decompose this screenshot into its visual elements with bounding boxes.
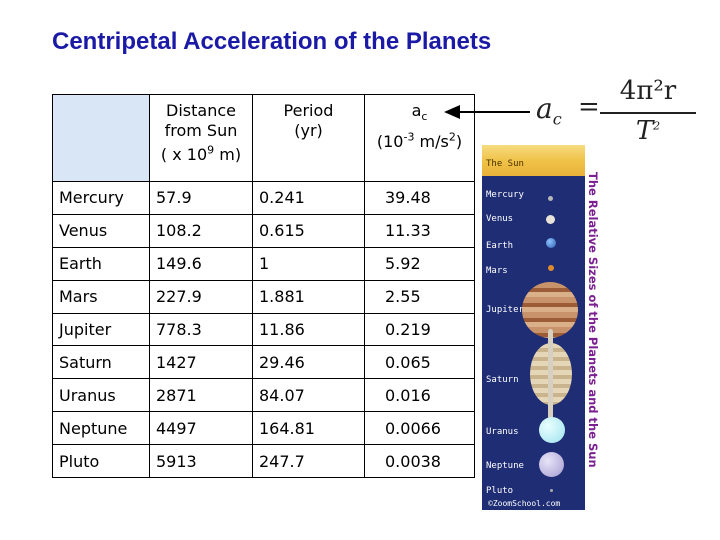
planet-cell: Venus <box>52 213 150 248</box>
planet-cell: Pluto <box>52 444 150 479</box>
earth-icon <box>546 238 556 248</box>
header-period-unit: (yr) <box>294 121 323 140</box>
planet-cell: Jupiter <box>52 312 150 347</box>
distance-cell: 778.3 <box>149 312 253 347</box>
acceleration-cell: 0.219 <box>364 312 475 347</box>
planet-label: Uranus <box>486 427 519 437</box>
period-cell: 1.881 <box>252 279 365 314</box>
acceleration-cell: 39.48 <box>364 181 475 215</box>
neptune-icon <box>539 452 564 477</box>
planet-cell: Uranus <box>52 378 150 413</box>
planet-cell: Earth <box>52 246 150 281</box>
pluto-icon <box>550 489 553 492</box>
header-period-label: Period <box>283 101 334 120</box>
acceleration-cell: 0.065 <box>364 345 475 380</box>
header-distance: Distance from Sun ( x 109 m) <box>149 94 253 182</box>
header-distance-unit: ( x 109 m) <box>160 144 242 165</box>
table-row: Mars 227.9 1.881 2.55 <box>52 279 475 314</box>
acceleration-cell: 0.016 <box>364 378 475 413</box>
period-cell: 0.615 <box>252 213 365 248</box>
distance-cell: 227.9 <box>149 279 253 314</box>
period-cell: 84.07 <box>252 378 365 413</box>
table-row: Jupiter 778.3 11.86 0.219 <box>52 312 475 347</box>
formula-equals: = <box>578 92 600 122</box>
formula-denominator: T2 <box>635 116 661 146</box>
table-row: Venus 108.2 0.615 11.33 <box>52 213 475 248</box>
planet-label: Saturn <box>486 375 519 385</box>
period-cell: 247.7 <box>252 444 365 479</box>
period-cell: 164.81 <box>252 411 365 446</box>
table-row: Earth 149.6 1 5.92 <box>52 246 475 281</box>
period-cell: 1 <box>252 246 365 281</box>
image-caption: The Relative Sizes of the Planets and th… <box>586 172 606 468</box>
distance-cell: 2871 <box>149 378 253 413</box>
planet-table: Distance from Sun ( x 109 m) Period (yr)… <box>52 94 475 479</box>
distance-cell: 108.2 <box>149 213 253 248</box>
planet-label: Mercury <box>486 190 524 200</box>
mars-icon <box>548 265 554 271</box>
table-row: Neptune 4497 164.81 0.0066 <box>52 411 475 446</box>
venus-icon <box>546 215 555 224</box>
acceleration-cell: 0.0066 <box>364 411 475 446</box>
planet-cell: Saturn <box>52 345 150 380</box>
formula-lhs: ac <box>536 92 562 129</box>
planet-label: Venus <box>486 214 514 224</box>
planet-label: Pluto <box>486 486 514 496</box>
image-credit: ©ZoomSchool.com <box>488 499 561 508</box>
table-body: Mercury 57.9 0.241 39.48 Venus 108.2 0.615 11.3… <box>52 181 475 479</box>
arrow-icon <box>444 105 530 119</box>
distance-cell: 57.9 <box>149 181 253 215</box>
formula-numerator: 4π²r <box>619 76 677 106</box>
acceleration-cell: 0.0038 <box>364 444 475 479</box>
header-accel-label: ac <box>411 101 428 124</box>
formula-fraction-bar <box>600 112 696 114</box>
table-row: Mercury 57.9 0.241 39.48 <box>52 181 475 215</box>
uranus-icon <box>539 417 565 443</box>
sun-icon: The Sun <box>482 145 585 176</box>
planet-sizes-image: The Sun Mercury Venus Earth Mars Jupiter Satu… <box>482 145 585 510</box>
period-cell: 11.86 <box>252 312 365 347</box>
header-distance-label: Distance from Sun <box>164 101 238 140</box>
planet-label: Mars <box>486 266 508 276</box>
planet-cell: Mars <box>52 279 150 314</box>
mercury-icon <box>548 196 553 201</box>
header-period: Period (yr) <box>252 94 365 182</box>
table-row: Uranus 2871 84.07 0.016 <box>52 378 475 413</box>
distance-cell: 5913 <box>149 444 253 479</box>
page-title: Centripetal Acceleration of the Planets <box>52 28 492 55</box>
header-accel-unit: (10-3 m/s2) <box>376 130 463 151</box>
planet-label: Neptune <box>486 461 524 471</box>
image-caption-text: The Relative Sizes of the Planets and th… <box>586 172 600 468</box>
acceleration-cell: 2.55 <box>364 279 475 314</box>
distance-cell: 149.6 <box>149 246 253 281</box>
sun-label: The Sun <box>486 159 524 169</box>
planet-label: Jupiter <box>486 305 524 315</box>
acceleration-cell: 11.33 <box>364 213 475 248</box>
period-cell: 0.241 <box>252 181 365 215</box>
distance-cell: 1427 <box>149 345 253 380</box>
table-row: Pluto 5913 247.7 0.0038 <box>52 444 475 479</box>
period-cell: 29.46 <box>252 345 365 380</box>
header-corner <box>52 94 150 182</box>
planet-cell: Neptune <box>52 411 150 446</box>
jupiter-icon <box>522 282 578 338</box>
acceleration-cell: 5.92 <box>364 246 475 281</box>
saturn-ring-icon <box>548 329 553 419</box>
table-row: Saturn 1427 29.46 0.065 <box>52 345 475 380</box>
planet-cell: Mercury <box>52 181 150 215</box>
planet-label: Earth <box>486 241 514 251</box>
table-header-row: Distance from Sun ( x 109 m) Period (yr)… <box>52 94 475 182</box>
distance-cell: 4497 <box>149 411 253 446</box>
